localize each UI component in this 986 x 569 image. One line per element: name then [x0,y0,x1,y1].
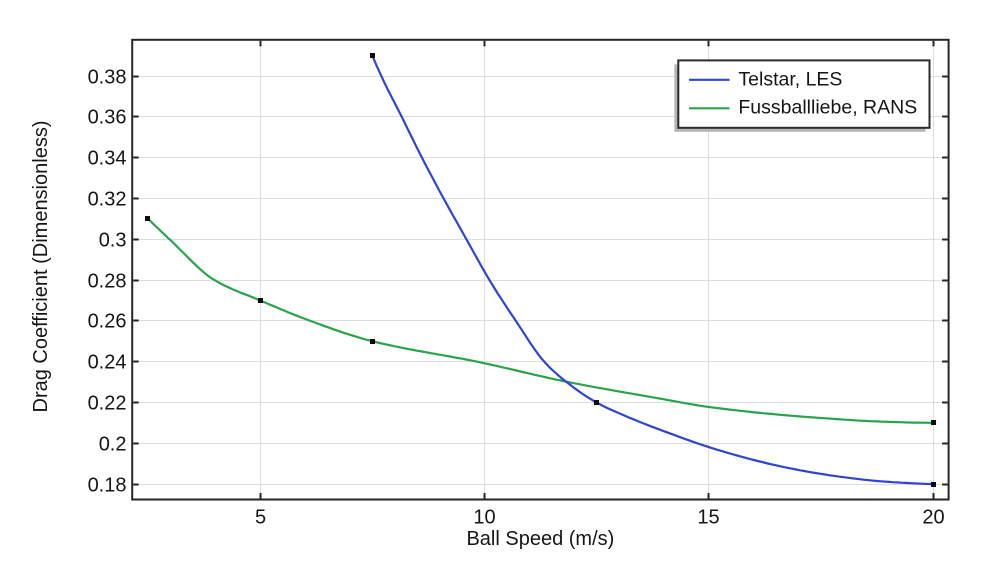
svg-text:Fussballliebe, RANS: Fussballliebe, RANS [738,96,917,118]
svg-text:0.32: 0.32 [88,189,127,211]
svg-text:5: 5 [255,507,266,529]
svg-text:0.22: 0.22 [88,393,127,415]
svg-text:0.36: 0.36 [88,107,127,129]
svg-text:Telstar, LES: Telstar, LES [738,69,842,91]
svg-text:10: 10 [473,507,495,529]
svg-text:0.2: 0.2 [99,434,127,456]
svg-text:0.3: 0.3 [99,230,127,252]
svg-text:0.24: 0.24 [88,352,127,374]
svg-text:Ball Speed (m/s): Ball Speed (m/s) [466,528,614,550]
svg-text:0.28: 0.28 [88,271,127,293]
svg-text:0.26: 0.26 [88,311,127,333]
svg-text:0.34: 0.34 [88,148,127,170]
svg-text:0.18: 0.18 [88,475,127,497]
svg-text:20: 20 [922,507,944,529]
svg-text:15: 15 [697,507,719,529]
svg-text:0.38: 0.38 [88,67,127,89]
svg-text:Drag Coefficient (Dimensionles: Drag Coefficient (Dimensionless) [30,121,52,413]
